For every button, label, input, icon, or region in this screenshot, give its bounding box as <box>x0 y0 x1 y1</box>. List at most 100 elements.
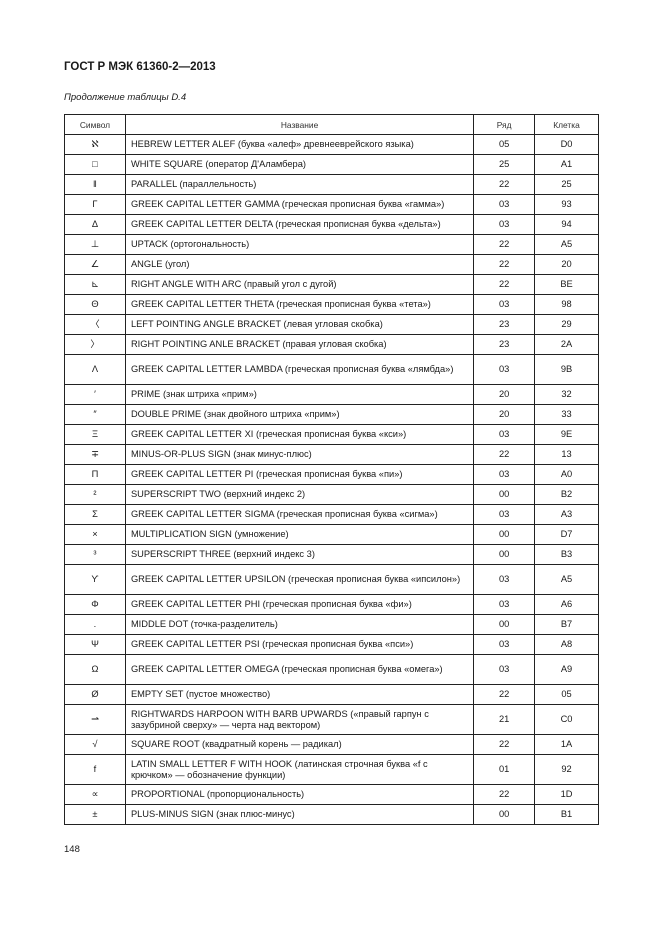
code-cell: A5 <box>534 564 599 595</box>
row-cell: 03 <box>473 354 536 385</box>
symbol-cell: ′ <box>64 384 126 405</box>
symbol-cell: ″ <box>64 404 126 425</box>
name-cell: GREEK CAPITAL LETTER XI (греческая пропи… <box>124 424 475 445</box>
symbol-cell: Γ <box>64 194 126 215</box>
code-cell: BE <box>534 274 599 295</box>
symbol-cell: ³ <box>64 544 126 565</box>
name-cell: GREEK CAPITAL LETTER PHI (греческая проп… <box>124 594 475 615</box>
name-cell: GREEK CAPITAL LETTER LAMBDA (греческая п… <box>124 354 475 385</box>
table-row: Ψ GREEK CAPITAL LETTER PSI (греческая про… <box>64 634 599 655</box>
name-cell: GREEK CAPITAL LETTER UPSILON (греческая … <box>124 564 475 595</box>
symbol-cell: Φ <box>64 594 126 615</box>
symbol-cell: Δ <box>64 214 126 235</box>
table-row: ″ DOUBLE PRIME (знак двойного штриха «при… <box>64 404 599 425</box>
row-cell: 20 <box>473 384 536 405</box>
symbol-cell: Ω <box>64 654 126 685</box>
table-row: 〉 RIGHT POINTING ANLE BRACKET (правая угл… <box>64 334 599 355</box>
table-row: × MULTIPLICATION SIGN (умножение) 00 D7 <box>64 524 599 545</box>
row-cell: 22 <box>473 784 536 805</box>
table-row: Ξ GREEK CAPITAL LETTER XI (греческая проп… <box>64 424 599 445</box>
code-cell: 05 <box>534 684 599 705</box>
code-cell: A8 <box>534 634 599 655</box>
row-cell: 03 <box>473 464 536 485</box>
symbol-cell: ‖ <box>64 174 126 195</box>
code-cell: 2A <box>534 334 599 355</box>
code-cell: 94 <box>534 214 599 235</box>
code-cell: 32 <box>534 384 599 405</box>
symbol-cell: Θ <box>64 294 126 315</box>
table-row: ℵ HEBREW LETTER ALEF (буква «алеф» древне… <box>64 134 599 155</box>
table-row: f LATIN SMALL LETTER F WITH HOOK (латинск… <box>64 754 599 785</box>
row-cell: 03 <box>473 654 536 685</box>
table-row: ³ SUPERSCRIPT THREE (верхний индекс 3) 00 B… <box>64 544 599 565</box>
name-cell: GREEK CAPITAL LETTER THETA (греческая пр… <box>124 294 475 315</box>
table-row: √ SQUARE ROOT (квадратный корень — радика… <box>64 734 599 755</box>
code-cell: 20 <box>534 254 599 275</box>
row-cell: 22 <box>473 684 536 705</box>
name-cell: MINUS-OR-PLUS SIGN (знак минус-плюс) <box>124 444 475 465</box>
row-cell: 03 <box>473 424 536 445</box>
code-cell: B7 <box>534 614 599 635</box>
name-cell: GREEK CAPITAL LETTER PI (греческая пропи… <box>124 464 475 485</box>
code-cell: B2 <box>534 484 599 505</box>
name-cell: MULTIPLICATION SIGN (умножение) <box>124 524 475 545</box>
code-cell: A9 <box>534 654 599 685</box>
page-number: 148 <box>64 844 80 855</box>
name-cell: DOUBLE PRIME (знак двойного штриха «прим… <box>124 404 475 425</box>
table-row: . MIDDLE DOT (точка-разделитель) 00 B7 <box>64 614 599 635</box>
code-cell: A5 <box>534 234 599 255</box>
code-cell: 9E <box>534 424 599 445</box>
symbol-cell: ∝ <box>64 784 126 805</box>
row-cell: 01 <box>473 754 536 785</box>
table-row: ∓ MINUS-OR-PLUS SIGN (знак минус-плюс) 22 1… <box>64 444 599 465</box>
name-cell: MIDDLE DOT (точка-разделитель) <box>124 614 475 635</box>
document-title: ГОСТ Р МЭК 61360-2—2013 <box>64 61 216 73</box>
name-cell: GREEK CAPITAL LETTER OMEGA (греческая пр… <box>124 654 475 685</box>
table-row: Λ GREEK CAPITAL LETTER LAMBDA (греческая … <box>64 354 599 385</box>
row-cell: 03 <box>473 294 536 315</box>
table-row: ‖ PARALLEL (параллельность) 22 25 <box>64 174 599 195</box>
name-cell: LEFT POINTING ANGLE BRACKET (левая углов… <box>124 314 475 335</box>
code-cell: 1D <box>534 784 599 805</box>
table-row: ′ PRIME (знак штриха «прим») 20 32 <box>64 384 599 405</box>
code-cell: 9B <box>534 354 599 385</box>
name-cell: GREEK CAPITAL LETTER DELTA (греческая пр… <box>124 214 475 235</box>
table-row: ⊾ RIGHT ANGLE WITH ARC (правый угол с дуг… <box>64 274 599 295</box>
row-cell: 22 <box>473 734 536 755</box>
table-row: ϒ GREEK CAPITAL LETTER UPSILON (греческая… <box>64 564 599 595</box>
table-row: ² SUPERSCRIPT TWO (верхний индекс 2) 00 B2 <box>64 484 599 505</box>
name-cell: GREEK CAPITAL LETTER GAMMA (греческая пр… <box>124 194 475 215</box>
symbol-cell: Λ <box>64 354 126 385</box>
symbol-cell: Ξ <box>64 424 126 445</box>
code-cell: D0 <box>534 134 599 155</box>
symbol-cell: ∓ <box>64 444 126 465</box>
code-cell: 29 <box>534 314 599 335</box>
row-cell: 00 <box>473 524 536 545</box>
name-cell: SUPERSCRIPT TWO (верхний индекс 2) <box>124 484 475 505</box>
column-header-symbol: Символ <box>64 114 126 135</box>
name-cell: ANGLE (угол) <box>124 254 475 275</box>
row-cell: 05 <box>473 134 536 155</box>
code-cell: 93 <box>534 194 599 215</box>
row-cell: 03 <box>473 564 536 595</box>
table-caption: Продолжение таблицы D.4 <box>64 92 187 103</box>
symbol-cell: √ <box>64 734 126 755</box>
name-cell: GREEK CAPITAL LETTER SIGMA (греческая пр… <box>124 504 475 525</box>
symbol-cell: ⊾ <box>64 274 126 295</box>
row-cell: 22 <box>473 234 536 255</box>
name-cell: PLUS-MINUS SIGN (знак плюс-минус) <box>124 804 475 825</box>
row-cell: 23 <box>473 334 536 355</box>
table-row: ⊥ UPTACK (ортогональность) 22 A5 <box>64 234 599 255</box>
symbol-cell: ϒ <box>64 564 126 595</box>
symbol-cell: Ø <box>64 684 126 705</box>
table-row: □ WHITE SQUARE (оператор Д'Аламбера) 25 A1 <box>64 154 599 175</box>
table-row: ± PLUS-MINUS SIGN (знак плюс-минус) 00 B1 <box>64 804 599 825</box>
row-cell: 00 <box>473 804 536 825</box>
symbol-cell: ⊥ <box>64 234 126 255</box>
symbol-cell: ² <box>64 484 126 505</box>
symbol-cell: Σ <box>64 504 126 525</box>
table-row: 〈 LEFT POINTING ANGLE BRACKET (левая угло… <box>64 314 599 335</box>
table-row: Θ GREEK CAPITAL LETTER THETA (греческая п… <box>64 294 599 315</box>
row-cell: 00 <box>473 614 536 635</box>
row-cell: 00 <box>473 544 536 565</box>
